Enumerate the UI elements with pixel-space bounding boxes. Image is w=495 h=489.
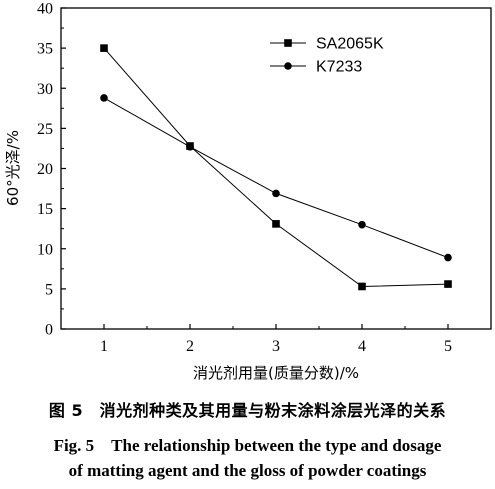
legend-marker — [284, 62, 292, 70]
y-tick-label: 10 — [37, 241, 53, 258]
data-point — [272, 220, 280, 228]
y-tick-label: 35 — [37, 41, 53, 58]
series-line — [103, 97, 449, 259]
figure-caption-english-line2: of matting agent and the gloss of powder… — [68, 461, 427, 480]
x-axis: 1 2 3 4 5 — [100, 324, 452, 355]
data-point — [100, 94, 108, 102]
y-tick-label: 15 — [37, 201, 53, 218]
data-point — [444, 280, 452, 288]
data-point — [186, 143, 194, 151]
x-tick-label: 4 — [358, 338, 366, 355]
x-tick-label: 3 — [272, 338, 280, 355]
line-chart: 0 5 10 15 20 25 30 35 40 1 2 3 4 5 SA2065K K7233 消光剂用… — [4, 1, 492, 382]
y-tick-label: 25 — [37, 121, 53, 138]
series-k7233 — [100, 94, 452, 262]
legend-marker — [284, 39, 292, 47]
y-tick-label: 30 — [37, 81, 53, 98]
x-tick-label: 1 — [100, 338, 108, 355]
data-point — [358, 220, 366, 229]
legend-item-sa2065k: SA2065K — [270, 36, 384, 53]
series-line — [103, 47, 449, 288]
x-tick-label: 2 — [186, 338, 194, 355]
data-point — [272, 189, 280, 198]
y-tick-label: 20 — [37, 161, 53, 178]
y-axis-title: 60°光泽/% — [4, 130, 22, 206]
legend-item-k7233: K7233 — [270, 59, 362, 76]
figure-caption-english-line1: Fig. 5 The relationship between the type… — [53, 436, 442, 455]
plot-area-frame — [60, 7, 492, 330]
figure-caption-chinese: 图 5 消光剂种类及其用量与粉末涂料涂层光泽的关系 — [48, 401, 447, 420]
y-tick-label: 0 — [45, 322, 53, 339]
legend: SA2065K K7233 — [270, 36, 384, 76]
data-point — [444, 253, 452, 262]
legend-label: K7233 — [316, 59, 362, 76]
x-tick-label: 5 — [444, 338, 452, 355]
y-tick-label: 5 — [45, 281, 53, 298]
y-tick-label: 40 — [37, 1, 53, 18]
x-axis-title: 消光剂用量(质量分数)/% — [193, 364, 359, 382]
data-point — [100, 44, 108, 52]
series-layer — [100, 44, 452, 291]
legend-label: SA2065K — [316, 36, 384, 53]
series-sa2065k — [100, 44, 452, 291]
data-point — [358, 282, 366, 291]
y-axis: 0 5 10 15 20 25 30 35 40 — [37, 1, 66, 339]
